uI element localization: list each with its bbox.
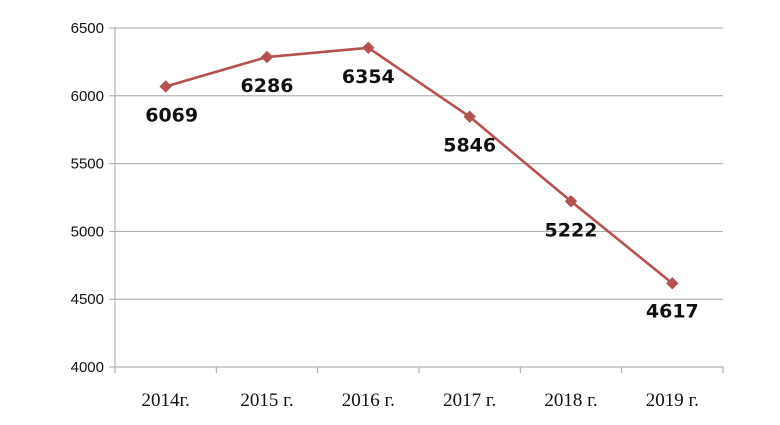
data-point-marker xyxy=(362,41,375,55)
x-tick-label: 2015 г. xyxy=(240,390,293,411)
data-labels: 6069 6286 6354 5846 5222 4617 xyxy=(145,66,699,323)
gridlines xyxy=(115,27,723,300)
series-markers xyxy=(159,41,679,290)
y-tick-label: 6000 xyxy=(71,88,104,105)
data-label: 4617 xyxy=(646,300,699,322)
y-axis-ticks: 4000 4500 5000 5500 6000 6500 xyxy=(71,20,104,376)
y-tick-label: 4000 xyxy=(71,359,104,376)
y-tick-label: 5000 xyxy=(71,223,104,240)
y-tick-label: 6500 xyxy=(71,20,104,37)
series-line xyxy=(165,46,674,285)
data-label: 6354 xyxy=(342,66,395,88)
x-tick-label: 2018 г. xyxy=(544,390,597,411)
data-label: 6069 xyxy=(145,104,198,126)
data-label: 5846 xyxy=(443,135,496,157)
x-tick-label: 2014г. xyxy=(141,390,189,411)
data-point-marker xyxy=(260,50,274,64)
x-tick-label: 2019 г. xyxy=(646,390,699,411)
data-point-marker xyxy=(666,277,679,290)
x-tick-label: 2016 г. xyxy=(342,390,395,411)
y-tick-label: 4500 xyxy=(71,291,104,308)
data-point-marker xyxy=(159,80,172,93)
x-tick-label: 2017 г. xyxy=(443,390,496,411)
y-tick-label: 5500 xyxy=(71,156,104,173)
series-line-path xyxy=(165,46,674,285)
axes xyxy=(109,27,724,373)
data-label: 5222 xyxy=(545,219,598,241)
data-point-marker xyxy=(463,110,476,123)
x-axis-ticks: 2014г. 2015 г. 2016 г. 2017 г. 2018 г. 2019 г… xyxy=(141,390,698,411)
data-point-marker xyxy=(564,195,578,208)
data-label: 6286 xyxy=(241,75,294,97)
